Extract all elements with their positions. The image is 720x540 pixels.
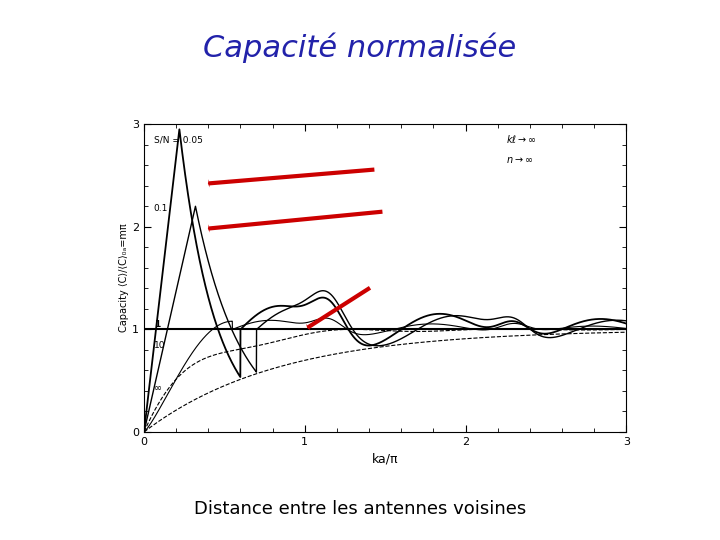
Text: Capacité normalisée: Capacité normalisée bbox=[203, 32, 517, 63]
Text: 0.1: 0.1 bbox=[153, 205, 168, 213]
Y-axis label: Capacity ⟨C⟩/⟨C⟩₀ₐ=mπ: Capacity ⟨C⟩/⟨C⟩₀ₐ=mπ bbox=[120, 224, 129, 333]
Text: Distance entre les antennes voisines: Distance entre les antennes voisines bbox=[194, 501, 526, 518]
Text: 1: 1 bbox=[153, 320, 160, 329]
Text: S/N = 0.05: S/N = 0.05 bbox=[153, 136, 202, 145]
Text: $k\ell \rightarrow \infty$: $k\ell \rightarrow \infty$ bbox=[505, 133, 536, 145]
Text: ∞: ∞ bbox=[153, 383, 162, 393]
Text: $n \rightarrow \infty$: $n \rightarrow \infty$ bbox=[505, 155, 533, 165]
X-axis label: ka/π: ka/π bbox=[372, 453, 398, 465]
Text: 10: 10 bbox=[153, 341, 165, 350]
